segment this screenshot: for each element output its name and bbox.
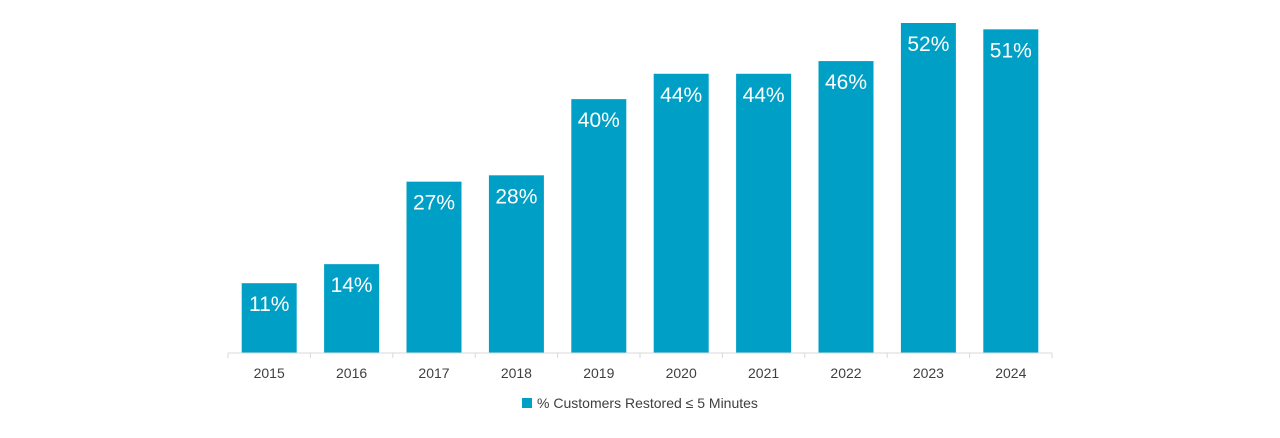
bar-2015 bbox=[241, 283, 297, 353]
x-tick-label-2018: 2018 bbox=[501, 365, 532, 381]
data-label-2019: 40% bbox=[578, 109, 620, 132]
bars-group bbox=[241, 23, 1039, 354]
data-label-2024: 51% bbox=[990, 39, 1032, 62]
x-tick-label-2019: 2019 bbox=[583, 365, 614, 381]
data-label-2020: 44% bbox=[660, 84, 702, 107]
x-tick-label-2023: 2023 bbox=[913, 365, 944, 381]
data-label-2023: 52% bbox=[907, 33, 949, 56]
x-tick-label-2024: 2024 bbox=[995, 365, 1026, 381]
data-labels-group: 11% 14% 27% 28% 40% 44% 44% 46% 52% 51% bbox=[249, 33, 1032, 316]
x-tick-label-2022: 2022 bbox=[830, 365, 861, 381]
legend: % Customers Restored ≤ 5 Minutes bbox=[0, 395, 1280, 411]
data-label-2016: 14% bbox=[331, 274, 373, 297]
x-tick-label-2017: 2017 bbox=[418, 365, 449, 381]
bar-2021 bbox=[736, 73, 792, 354]
bar-2020 bbox=[653, 73, 709, 354]
data-label-2015: 11% bbox=[249, 293, 289, 316]
bar-2024 bbox=[983, 29, 1039, 353]
x-tick-label-2020: 2020 bbox=[666, 365, 697, 381]
bar-2023 bbox=[900, 23, 956, 353]
bar-2019 bbox=[571, 99, 627, 354]
bar-2017 bbox=[406, 181, 462, 353]
x-axis-labels: 2015 2016 2017 2018 2019 2020 2021 2022 2023 2024 bbox=[254, 365, 1027, 381]
x-tick-label-2016: 2016 bbox=[336, 365, 367, 381]
x-tick-label-2021: 2021 bbox=[748, 365, 779, 381]
bar-2016 bbox=[324, 264, 380, 353]
legend-swatch bbox=[522, 398, 533, 408]
data-label-2017: 27% bbox=[413, 192, 455, 215]
bar-2022 bbox=[818, 61, 874, 353]
data-label-2018: 28% bbox=[495, 185, 537, 208]
x-tick-label-2015: 2015 bbox=[254, 365, 285, 381]
data-label-2021: 44% bbox=[743, 84, 785, 107]
x-axis-ticks bbox=[227, 353, 1053, 358]
legend-label: % Customers Restored ≤ 5 Minutes bbox=[537, 395, 758, 411]
data-label-2022: 46% bbox=[825, 71, 867, 94]
bar-2018 bbox=[488, 175, 544, 353]
